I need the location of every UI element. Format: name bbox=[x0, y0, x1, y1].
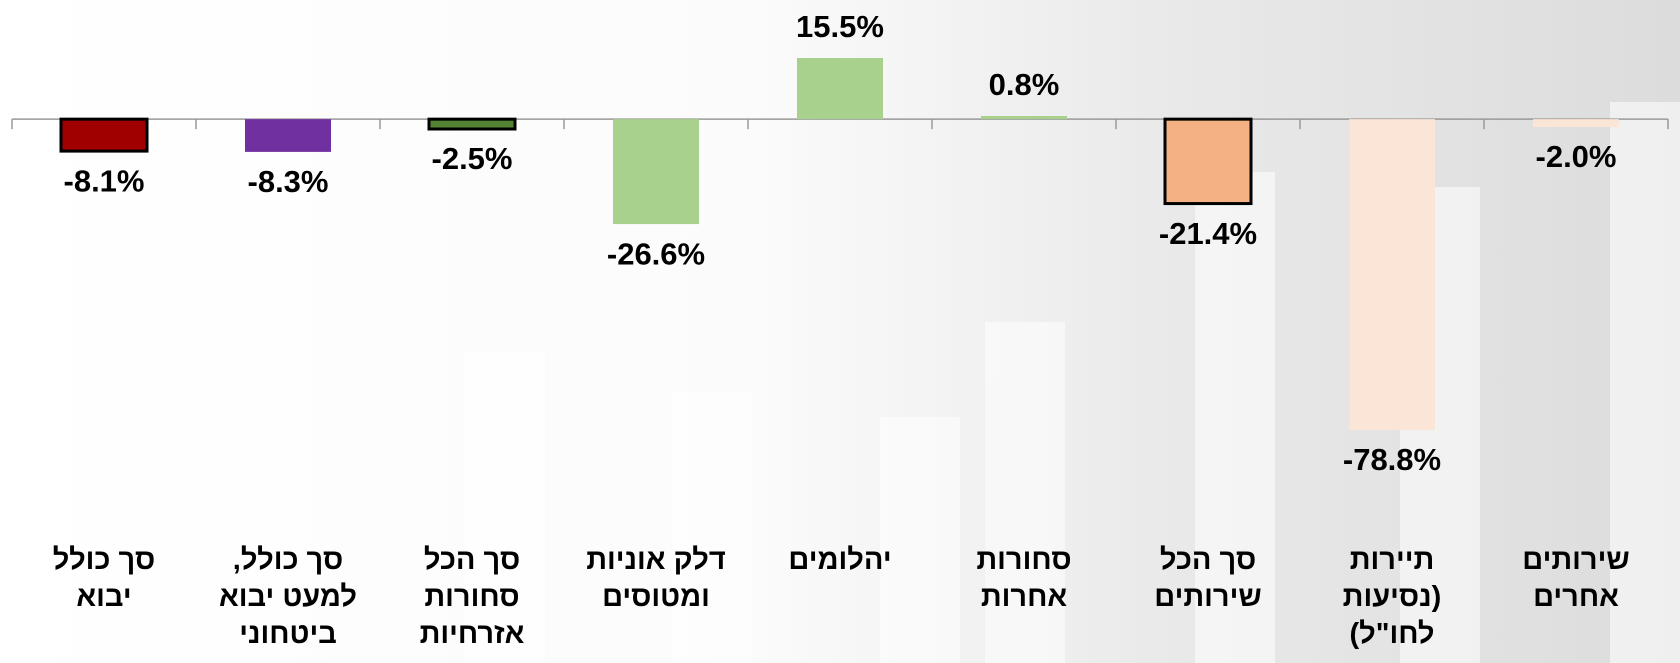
category-label: סך כולל יבוא bbox=[52, 544, 156, 613]
bar bbox=[245, 119, 331, 152]
bar bbox=[1533, 119, 1619, 128]
category-label: שירותים אחרים bbox=[1522, 544, 1630, 613]
value-label: -8.1% bbox=[64, 163, 145, 198]
category-label: תיירות (נסיעות לחו"ל) bbox=[1342, 544, 1442, 650]
bar bbox=[59, 117, 149, 153]
category-label: יהלומים bbox=[788, 544, 892, 576]
bar bbox=[1349, 119, 1435, 431]
value-label: 0.8% bbox=[989, 67, 1060, 102]
category-label: סך כולל, למעט יבוא ביטחוני bbox=[219, 544, 357, 650]
value-label: -26.6% bbox=[607, 236, 705, 271]
decor bbox=[465, 102, 1680, 663]
value-label: -78.8% bbox=[1343, 442, 1441, 477]
value-label: -2.5% bbox=[432, 141, 513, 176]
category-label: סך הכל שירותים bbox=[1154, 544, 1262, 613]
bar bbox=[797, 58, 883, 120]
category-label: סחורות אחרות bbox=[976, 544, 1072, 613]
bar bbox=[613, 119, 699, 225]
bar bbox=[1163, 117, 1253, 206]
value-label: -21.4% bbox=[1159, 216, 1257, 251]
value-label: 15.5% bbox=[796, 9, 884, 44]
category-label: סך הכל סחורות אזרחיות bbox=[419, 544, 525, 650]
bar bbox=[981, 115, 1067, 120]
bar bbox=[427, 117, 517, 131]
value-label: -2.0% bbox=[1536, 139, 1617, 174]
value-label: -8.3% bbox=[248, 164, 329, 199]
category-label: דלק אוניות ומטוסים bbox=[586, 544, 726, 613]
